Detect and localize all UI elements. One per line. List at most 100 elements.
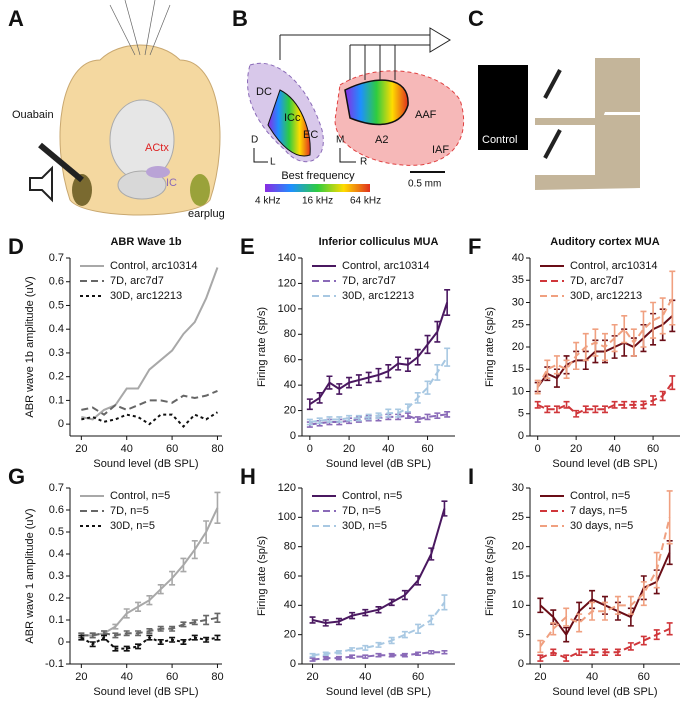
control-trace bbox=[478, 65, 528, 150]
error-bar bbox=[336, 416, 343, 423]
x-tick-label: 20 bbox=[75, 443, 87, 455]
chart-panel: D ABR Wave 1b 0 0.1 0.2 0.3 0.4 0.5 0.6 0.7 20 40 60… bbox=[8, 234, 224, 470]
error-bar-line bbox=[214, 612, 221, 623]
error-bar-line bbox=[78, 634, 85, 641]
error-bar bbox=[112, 632, 119, 639]
error-bar bbox=[415, 623, 422, 634]
error-bar bbox=[362, 644, 369, 651]
error-bar bbox=[355, 374, 362, 386]
x-tick-label: 40 bbox=[608, 443, 620, 455]
error-bar-line bbox=[123, 630, 130, 637]
error-bar bbox=[669, 375, 676, 391]
y-tick-label: 100 bbox=[278, 303, 296, 315]
amplifier bbox=[429, 27, 451, 53]
error-bar bbox=[316, 391, 323, 404]
y-tick-label: 0.4 bbox=[49, 323, 64, 335]
error-bar bbox=[640, 310, 647, 348]
30d-trace bbox=[535, 115, 640, 190]
y-tick-label: 0.6 bbox=[49, 276, 64, 288]
error-bar bbox=[550, 622, 557, 636]
error-bar bbox=[123, 645, 130, 652]
error-bar-line bbox=[602, 648, 608, 656]
error-bar bbox=[191, 634, 198, 641]
error-bar bbox=[589, 648, 596, 656]
y-tick-label: 0.6 bbox=[49, 504, 64, 516]
error-bar-line bbox=[424, 334, 431, 355]
error-bar bbox=[355, 414, 362, 422]
error-bar bbox=[101, 634, 108, 641]
y-tick-label: 0.1 bbox=[49, 394, 64, 406]
error-bar bbox=[434, 412, 441, 419]
legend-label: Control, arc10314 bbox=[342, 260, 429, 272]
error-bar bbox=[135, 601, 142, 612]
error-bar bbox=[602, 601, 608, 621]
error-bar-line bbox=[424, 413, 431, 421]
error-bar bbox=[653, 551, 660, 589]
error-bar-line bbox=[306, 418, 313, 426]
error-bar bbox=[666, 490, 673, 545]
error-bar-line bbox=[322, 651, 329, 656]
error-bar-line bbox=[316, 391, 323, 404]
error-bar-line bbox=[401, 652, 408, 658]
error-bar bbox=[537, 654, 544, 662]
error-bar bbox=[404, 403, 411, 413]
error-bar bbox=[404, 412, 411, 419]
error-bar bbox=[112, 623, 119, 630]
error-bar bbox=[362, 608, 369, 617]
error-bar bbox=[630, 400, 637, 409]
error-bar bbox=[414, 348, 421, 366]
error-bar-line bbox=[627, 595, 634, 615]
error-bar bbox=[180, 621, 187, 628]
error-bar bbox=[309, 652, 316, 658]
7d-trace bbox=[535, 58, 640, 125]
legend-label: Control, n=5 bbox=[110, 490, 170, 502]
error-bar bbox=[444, 411, 451, 418]
chart-title: Inferior colliculus MUA bbox=[319, 236, 439, 248]
y-tick-label: 15 bbox=[512, 363, 524, 375]
x-tick-label: 80 bbox=[211, 671, 223, 683]
y-tick-label: 140 bbox=[278, 252, 296, 264]
error-bar bbox=[444, 347, 451, 367]
error-bar bbox=[316, 417, 323, 425]
x-axis-label: Sound level (dB SPL) bbox=[552, 458, 657, 470]
error-bar-line bbox=[544, 405, 551, 414]
legend-label: 7D, n=5 bbox=[342, 505, 381, 517]
error-bar-line bbox=[180, 621, 187, 628]
y-tick-label: 100 bbox=[278, 511, 296, 523]
colorbar-mid: 16 kHz bbox=[302, 196, 333, 207]
error-bar-line bbox=[592, 405, 599, 414]
y-tick-label: 0.3 bbox=[49, 570, 64, 582]
error-bar-line bbox=[365, 371, 372, 384]
error-bar-line bbox=[550, 622, 557, 636]
error-bar-line bbox=[89, 632, 96, 639]
error-bar bbox=[112, 645, 119, 652]
panel-label: H bbox=[240, 464, 256, 489]
error-bar-line bbox=[191, 634, 198, 641]
error-bar bbox=[424, 380, 431, 395]
error-bar bbox=[621, 400, 628, 409]
error-bar-line bbox=[335, 617, 342, 626]
series-line bbox=[81, 411, 218, 428]
error-bar bbox=[349, 654, 356, 659]
error-bar-line bbox=[428, 547, 435, 561]
x-tick-label: 80 bbox=[211, 443, 223, 455]
error-bar-line bbox=[362, 654, 369, 659]
y-tick-label: 5 bbox=[518, 629, 524, 641]
error-bar bbox=[576, 613, 583, 633]
electrodes bbox=[279, 34, 430, 80]
error-bar-line bbox=[582, 332, 589, 362]
error-bar bbox=[537, 639, 544, 654]
error-bar-line bbox=[346, 376, 353, 389]
error-bar-line bbox=[309, 657, 316, 662]
error-bar bbox=[157, 584, 164, 595]
chart-panel: H 0 20 40 60 80 100 120 20 40 60 Sound level (dB SP… bbox=[240, 464, 455, 698]
error-bar-line bbox=[563, 626, 570, 643]
error-bar bbox=[602, 648, 608, 656]
error-bar bbox=[534, 379, 541, 395]
error-bar bbox=[444, 288, 451, 317]
error-bar-line bbox=[415, 575, 422, 586]
error-bar-line bbox=[309, 616, 316, 624]
y-tick-label: 0.4 bbox=[49, 548, 64, 560]
y-tick-label: 0 bbox=[290, 430, 296, 442]
